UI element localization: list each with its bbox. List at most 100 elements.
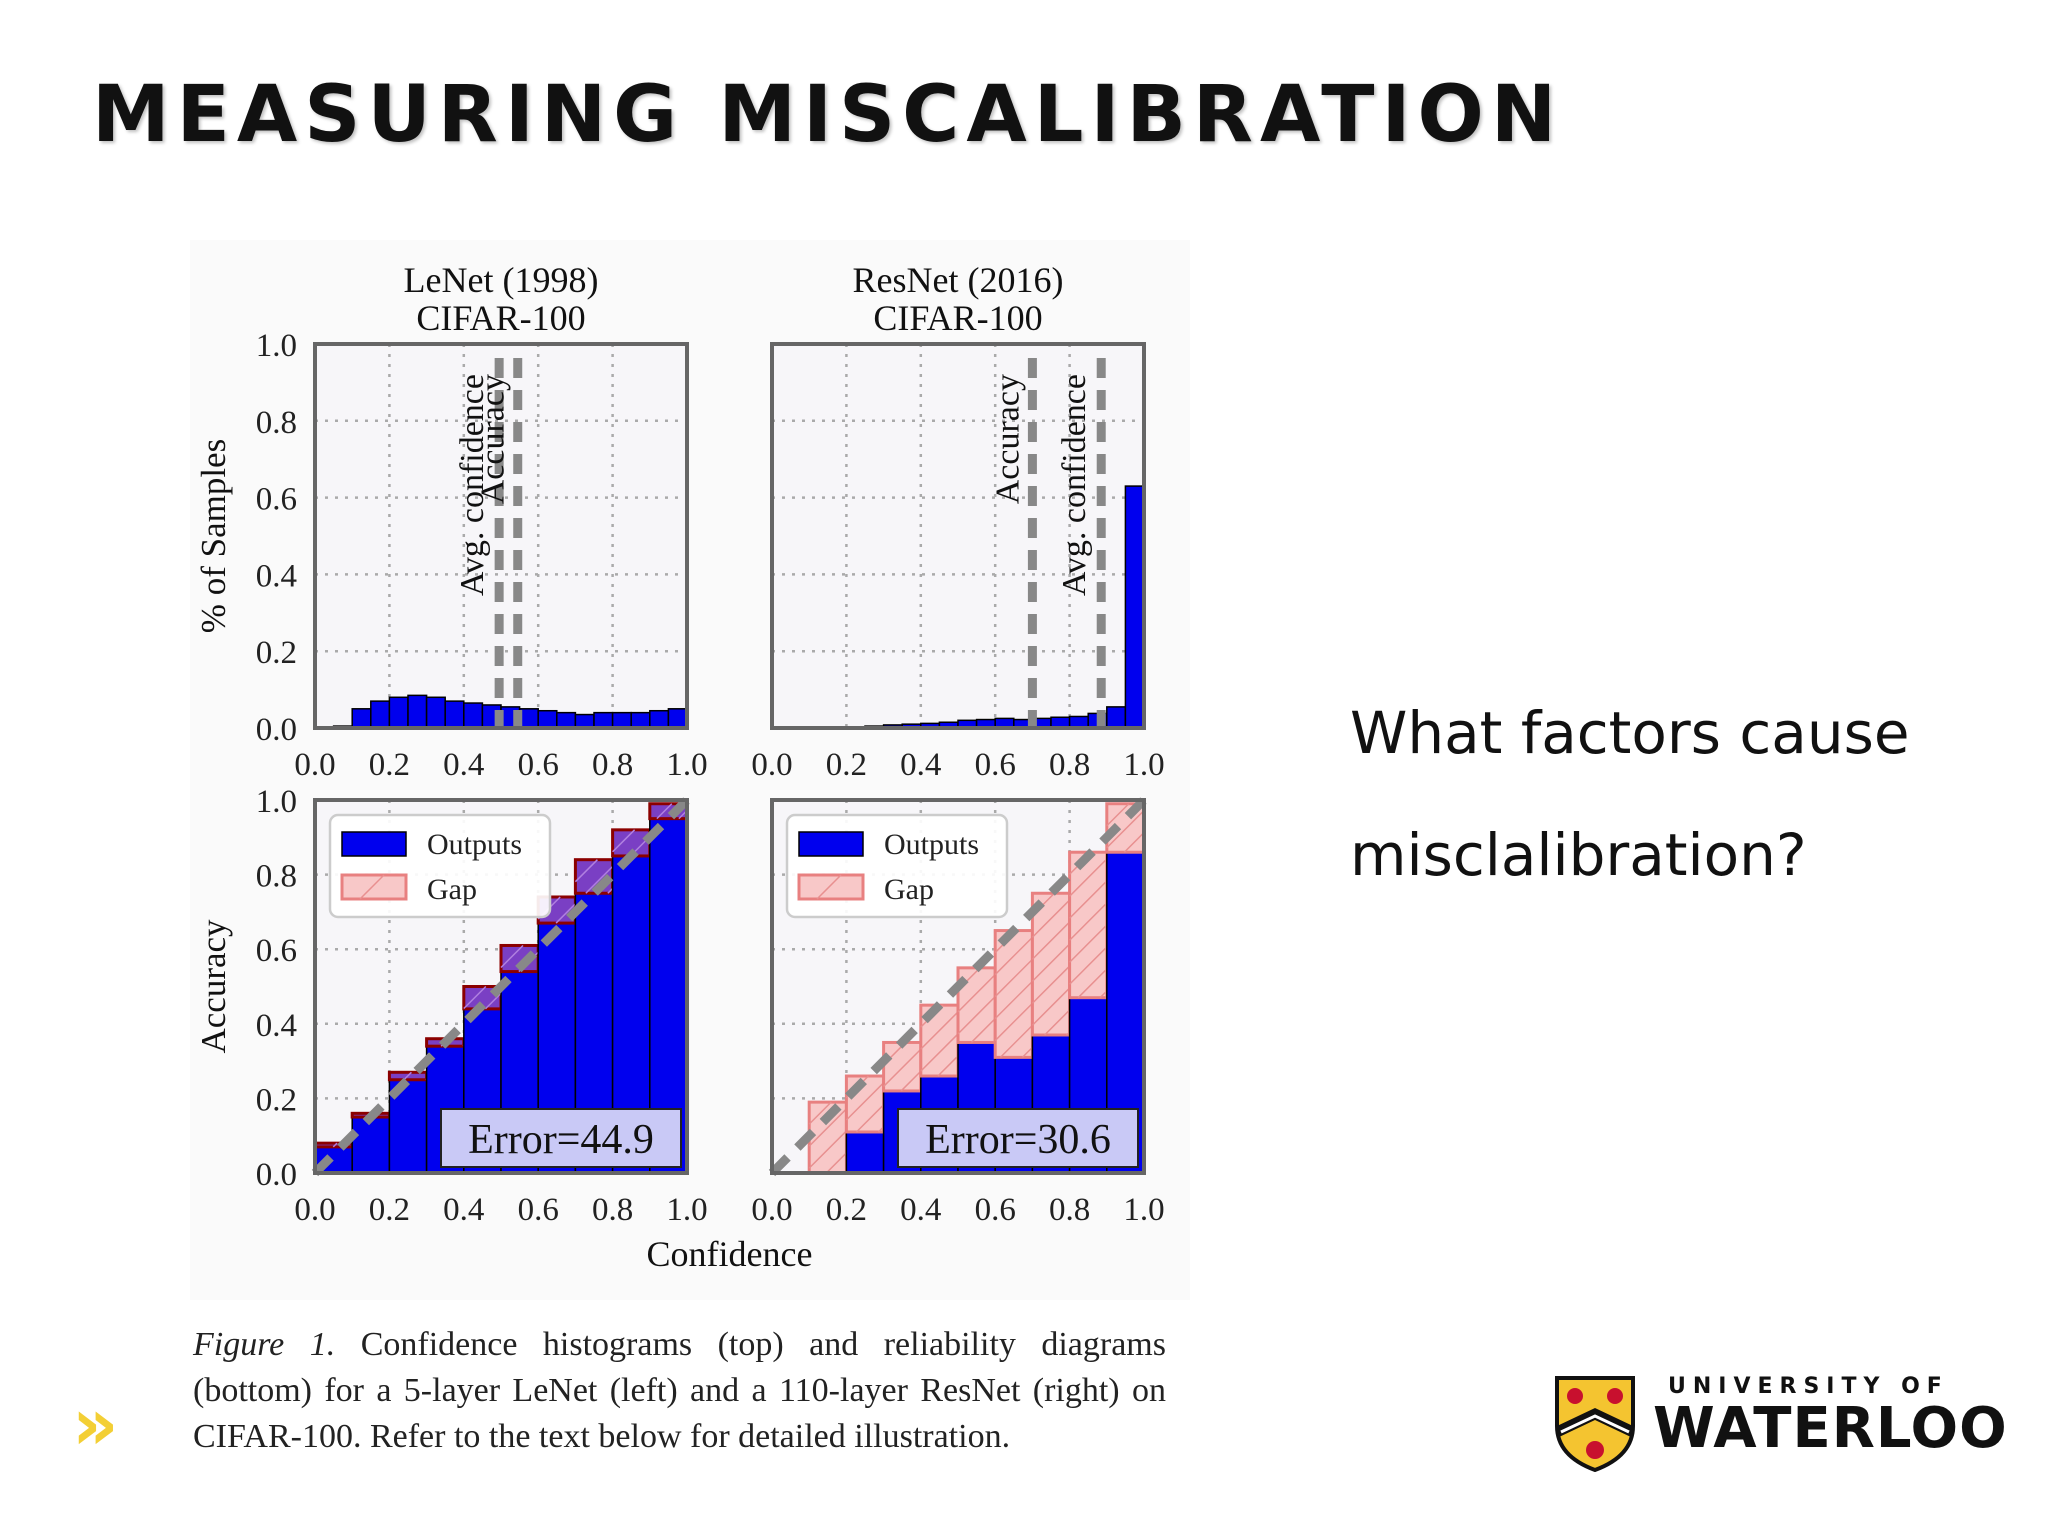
y-tick-label: 1.0 <box>256 328 297 364</box>
chart-panel-3: Outputs Gap Error=44.9 0.0 0.2 0.4 0.6 0.8 1.0 0.… <box>194 784 708 1228</box>
university-logo: UNIVERSITY OF WATERLOO <box>1553 1372 2007 1472</box>
plot-frame <box>770 342 1146 730</box>
x-tick-label: 0.4 <box>443 1192 484 1228</box>
x-tick-label: 0.6 <box>518 747 559 783</box>
waterloo-crest-icon <box>1555 1376 1635 1472</box>
legend-label-gap: Gap <box>884 873 934 906</box>
x-tick-label: 0.2 <box>369 747 410 783</box>
gap-hatch <box>920 1011 959 1050</box>
gap-hatch <box>656 803 673 820</box>
gap-hatch <box>855 1104 885 1133</box>
gap-hatch <box>994 936 1033 976</box>
gap-hatch <box>957 974 996 1013</box>
chart-title-line-2: CIFAR-100 <box>873 298 1042 338</box>
gap-hatch <box>900 1070 922 1092</box>
gap-hatch <box>1069 880 1108 919</box>
histogram-bar <box>388 696 409 729</box>
chart-panel-2: Accuracy Avg. confidence 0.0 0.2 0.4 0.6 0.8 1.… <box>751 260 1164 783</box>
error-annotation-box <box>440 1108 682 1168</box>
question-line-1: What factors cause <box>1350 699 1910 767</box>
gap-hatch <box>463 985 487 1010</box>
gap-hatch <box>994 1002 1033 1042</box>
double-chevron-right-icon[interactable]: » <box>72 1382 119 1466</box>
gap-hatch <box>1106 803 1130 827</box>
gap-bar <box>882 1040 923 1093</box>
histogram-bar <box>667 708 688 729</box>
gap-hatch <box>332 1142 338 1148</box>
x-tick-label: 0.0 <box>294 1192 335 1228</box>
x-tick-label: 0.0 <box>751 747 792 783</box>
histogram-bar <box>444 700 465 729</box>
histogram-bar <box>574 713 595 729</box>
reference-line-label: Accuracy <box>989 374 1026 504</box>
gap-hatch <box>920 1033 959 1072</box>
x-tick-label: 0.8 <box>592 747 633 783</box>
perfect-calibration-line <box>768 796 1148 1177</box>
plot-frame <box>313 798 689 1175</box>
gap-hatch <box>999 1024 1033 1058</box>
legend-swatch-hatch <box>816 874 842 900</box>
reference-line-label: Avg. confidence <box>1056 374 1093 596</box>
gap-hatch <box>585 865 614 894</box>
figure-caption: Figure 1. Confidence histograms (top) an… <box>193 1322 1166 1460</box>
y-axis-label: % of Samples <box>194 439 233 633</box>
x-tick-label: 0.8 <box>1049 1192 1090 1228</box>
histogram-bar <box>537 709 558 729</box>
gap-hatch <box>484 992 502 1010</box>
histogram-bar <box>649 709 670 729</box>
gap-hatch <box>1031 899 1071 938</box>
x-axis-label: Confidence <box>647 1234 813 1274</box>
gap-hatch <box>1031 921 1071 960</box>
gap-hatch <box>808 1130 847 1169</box>
x-tick-label: 1.0 <box>1123 747 1164 783</box>
gap-hatch <box>1021 1046 1033 1058</box>
gap-hatch <box>1069 924 1108 963</box>
gap-hatch <box>403 1071 412 1081</box>
x-tick-label: 0.6 <box>518 1192 559 1228</box>
histogram-bar <box>518 708 539 729</box>
gap-hatch <box>555 903 576 924</box>
gap-hatch <box>1069 902 1108 941</box>
histogram-bar <box>556 711 577 729</box>
gap-hatch <box>994 980 1033 1020</box>
gap-bar <box>1068 850 1109 1000</box>
gap-hatch <box>937 1055 959 1077</box>
gap-hatch <box>1106 809 1145 849</box>
y-tick-label: 0.6 <box>256 933 297 969</box>
y-tick-label: 0.2 <box>256 1082 297 1118</box>
x-tick-label: 0.2 <box>826 747 867 783</box>
gap-hatch <box>612 829 636 853</box>
chart-panel-4: Outputs Gap Error=30.6 0.0 0.2 0.4 0.6 0.8 1.0 Co… <box>647 796 1165 1274</box>
y-axis-label: Accuracy <box>194 919 233 1054</box>
plot-background <box>772 344 1144 728</box>
caption-text: Confidence histograms (top) and reliabil… <box>193 1326 1166 1455</box>
gap-hatch <box>1077 968 1108 999</box>
legend-swatch-gap <box>340 873 408 901</box>
calibration-figure: Avg. confidence Accuracy 0.0 0.2 0.4 0.6 0.8 1.… <box>190 240 1190 1300</box>
gap-hatch <box>994 958 1033 998</box>
gap-bar <box>1030 891 1072 1037</box>
error-annotation: Error=44.9 <box>468 1117 654 1163</box>
y-tick-label: 1.0 <box>256 784 297 820</box>
legend-swatch-outputs <box>341 831 407 857</box>
histogram-bar <box>407 694 428 729</box>
reference-line-label: Accuracy <box>475 374 512 504</box>
gap-hatch <box>808 1108 847 1147</box>
outputs-bar <box>351 1116 391 1174</box>
question-line-2: misclalibration? <box>1350 821 1807 889</box>
gap-bar <box>993 929 1034 1059</box>
y-tick-label: 0.0 <box>256 1157 297 1193</box>
histogram-bar <box>1106 706 1127 729</box>
gap-hatch <box>1031 965 1071 1004</box>
question-text: What factors cause misclalibration? <box>1350 672 1950 916</box>
gap-hatch <box>883 1048 922 1087</box>
plot-frame <box>313 342 689 730</box>
error-annotation: Error=30.6 <box>925 1117 1111 1163</box>
gap-hatch <box>1031 943 1071 982</box>
histogram-bar <box>611 711 632 729</box>
plot-frame <box>770 798 1146 1175</box>
x-tick-label: 0.4 <box>443 747 484 783</box>
histogram-bar <box>630 711 651 729</box>
x-tick-label: 0.4 <box>900 1192 941 1228</box>
